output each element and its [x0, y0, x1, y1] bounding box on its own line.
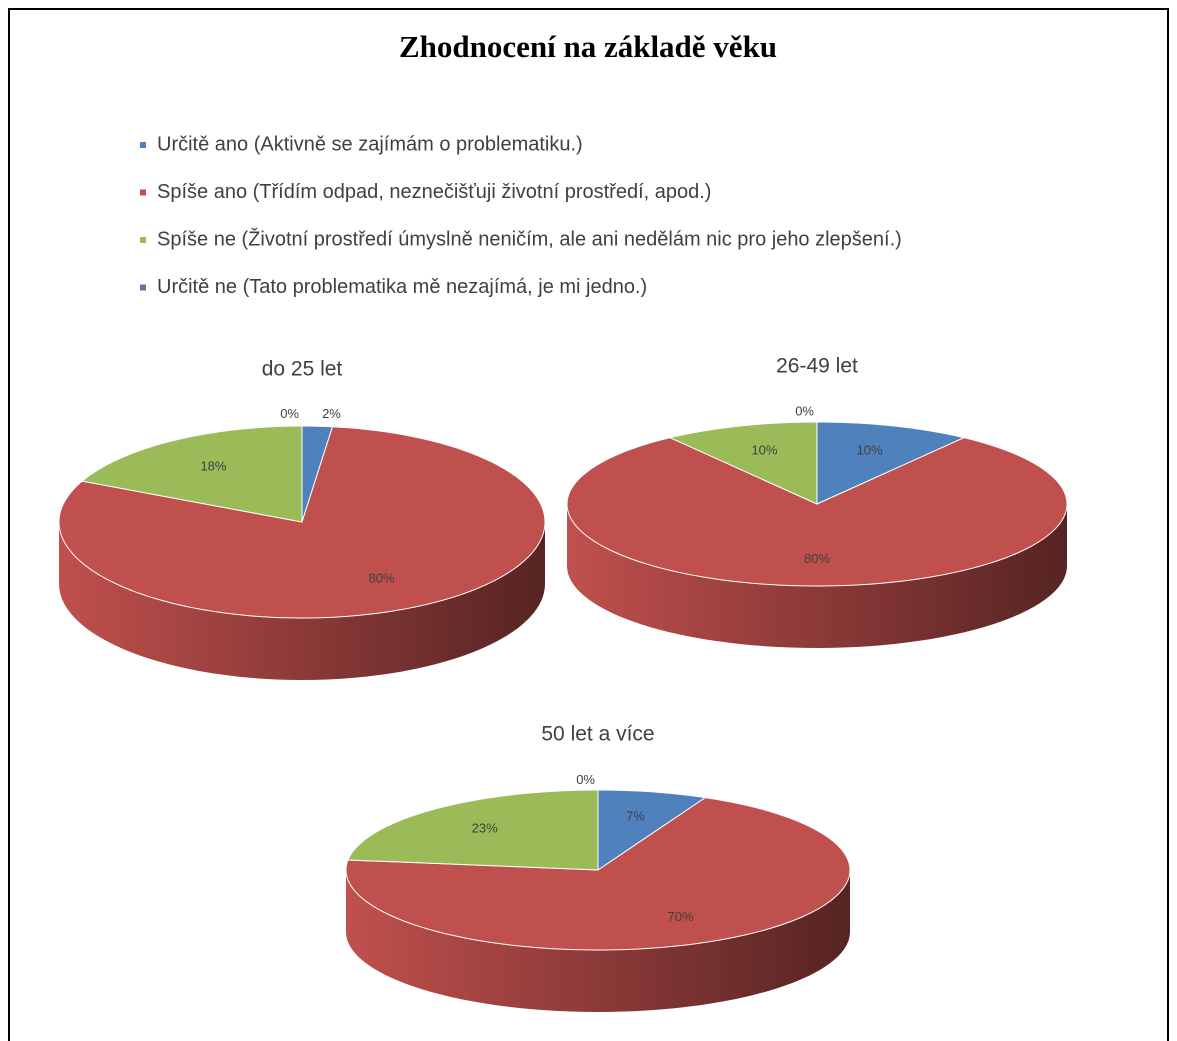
data-label: 80%	[369, 571, 395, 586]
pie-sides	[59, 522, 545, 680]
pie-slice	[566, 437, 1068, 587]
legend-swatch	[140, 142, 146, 148]
pie-slice	[345, 797, 851, 951]
frame	[8, 8, 1169, 1041]
data-label: 0%	[280, 406, 299, 421]
data-label: 80%	[804, 551, 830, 566]
pie-tops	[58, 425, 546, 619]
pie-side	[59, 522, 545, 680]
chart-title: Zhodnocení na základě věku	[399, 29, 777, 64]
pie-slice	[816, 421, 966, 505]
data-label: 7%	[626, 808, 645, 823]
data-label: 10%	[751, 442, 777, 457]
legend-swatch	[140, 284, 146, 291]
legend-label: Spíše ne (Životní prostředí úmyslně neni…	[157, 227, 902, 250]
pie-side	[567, 504, 1067, 648]
data-label: 23%	[472, 821, 498, 836]
pie-slice	[80, 425, 303, 523]
pie-slice	[597, 789, 707, 871]
data-label: 2%	[322, 406, 341, 421]
data-label: 70%	[668, 909, 694, 924]
data-label: 10%	[857, 442, 883, 457]
legend-label: Určitě ne (Tato problematika mě nezajímá…	[157, 276, 647, 298]
pie-sides	[346, 870, 850, 1012]
data-label: 0%	[576, 772, 595, 787]
pie-title: 26-49 let	[776, 355, 858, 378]
pie-tops	[566, 421, 1068, 587]
pie-sides	[567, 504, 1067, 648]
pie-slice	[347, 789, 599, 871]
legend-label: Spíše ano (Třídím odpad, neznečišťuji ži…	[157, 181, 711, 203]
legend-swatch	[140, 189, 146, 196]
pie-title: 50 let a více	[541, 723, 654, 746]
pie-slice	[668, 421, 818, 505]
data-label: 18%	[200, 458, 226, 473]
data-label: 0%	[795, 404, 814, 419]
pie-side	[346, 870, 850, 1012]
pie-title: do 25 let	[262, 358, 343, 381]
legend-label: Určitě ano (Aktivně se zajímám o problem…	[157, 133, 583, 155]
pie-tops	[345, 789, 851, 951]
legend-swatch	[140, 237, 146, 243]
